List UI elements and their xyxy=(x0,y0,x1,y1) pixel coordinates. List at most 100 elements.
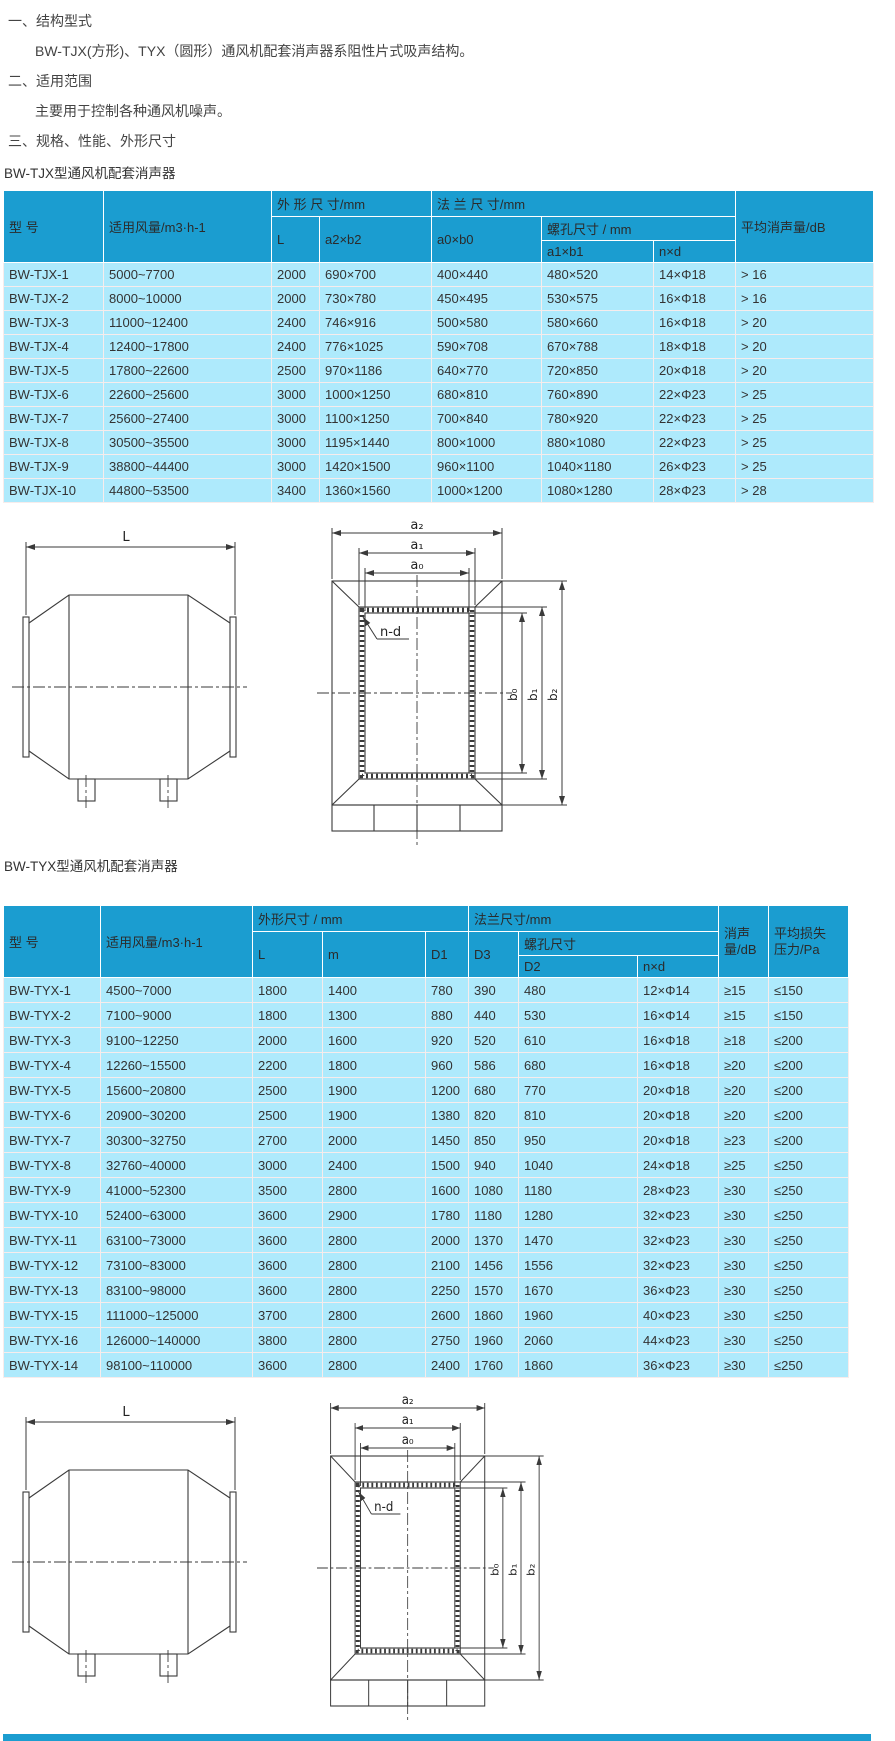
table-cell: 1800 xyxy=(322,1052,426,1078)
table-cell: 2500 xyxy=(271,358,320,383)
table-cell: 73100~83000 xyxy=(100,1252,253,1278)
table-cell: 440 xyxy=(468,1002,520,1028)
table-cell: BW-TYX-15 xyxy=(3,1302,101,1328)
table-cell: 32×Φ23 xyxy=(637,1202,720,1228)
table-cell: 3600 xyxy=(252,1227,323,1253)
table-cell: BW-TYX-11 xyxy=(3,1227,101,1253)
table-cell: 20×Φ18 xyxy=(637,1077,720,1103)
column-header-bolt: 螺孔尺寸 xyxy=(518,931,720,956)
table-row: BW-TJX-2 8000~10000 2000 730×780 450×495 530×… xyxy=(3,286,875,311)
table-cell: 2400 xyxy=(322,1152,426,1178)
table-cell: 16×Φ18 xyxy=(653,310,737,335)
table-cell: 41000~52300 xyxy=(100,1177,253,1203)
table-cell: ≥23 xyxy=(718,1127,770,1153)
table-cell: 2800 xyxy=(322,1227,426,1253)
table-cell: BW-TYX-10 xyxy=(3,1202,101,1228)
table-cell: BW-TJX-3 xyxy=(3,310,104,335)
table-cell: ≥30 xyxy=(718,1277,770,1303)
column-header-a0b0: a0×b0 xyxy=(431,216,543,263)
table-cell: 2750 xyxy=(424,1327,470,1353)
table-cell: 30300~32750 xyxy=(100,1127,253,1153)
table-cell: 3000 xyxy=(271,406,320,431)
silencer-front-view-diagram: a₂ a₁ a₀ n-d b₀ xyxy=(317,1394,544,1720)
table-cell: > 25 xyxy=(735,406,875,431)
table-row: BW-TYX-13 83100~98000 3600 2800 2250 1570 1670… xyxy=(3,1277,850,1303)
dim-label-a0: a₀ xyxy=(410,558,423,573)
table-row: BW-TYX-2 7100~9000 1800 1300 880 440 530 16×Φ14… xyxy=(3,1002,850,1028)
table-cell: 880×1080 xyxy=(541,430,655,455)
table-row: BW-TYX-6 20900~30200 2500 1900 1380 820 810 20×… xyxy=(3,1102,850,1128)
table-cell: BW-TYX-1 xyxy=(3,977,101,1003)
table-cell: 17800~22600 xyxy=(103,358,272,383)
column-header-outer: 外形尺寸 / mm xyxy=(251,905,470,932)
table-cell: 7100~9000 xyxy=(100,1002,253,1028)
column-header-flange: 法兰尺寸/mm xyxy=(468,905,720,932)
table-cell: 1800 xyxy=(252,1002,323,1028)
table-cell: 1100×1250 xyxy=(318,406,433,431)
table-cell: 800×1000 xyxy=(431,430,543,455)
table-cell: 2400 xyxy=(271,334,320,359)
dim-label-b1: b₁ xyxy=(526,688,540,701)
table-row: BW-TJX-5 17800~22600 2500 970×1186 640×770 72… xyxy=(3,358,875,383)
table-cell: 38800~44400 xyxy=(103,454,272,479)
column-header-pressure-loss: 平均损失 压力/Pa xyxy=(768,905,850,978)
table-cell: 3500 xyxy=(252,1177,323,1203)
table-cell: 2000 xyxy=(322,1127,426,1153)
table-cell: BW-TYX-8 xyxy=(3,1152,101,1178)
table-row: BW-TJX-4 12400~17800 2400 776×1025 590×708 67… xyxy=(3,334,875,359)
table-cell: 11000~12400 xyxy=(103,310,272,335)
table-cell: 44800~53500 xyxy=(103,478,272,503)
cut-off-table-header-strip xyxy=(3,1734,871,1741)
tyx-spec-table: 型 号 适用风量/m3·h-1 外形尺寸 / mm 法兰尺寸/mm 消声 量/d… xyxy=(3,905,850,1378)
table-row: BW-TJX-1 5000~7700 2000 690×700 400×440 480×5… xyxy=(3,262,875,287)
table-cell: 20900~30200 xyxy=(100,1102,253,1128)
table-cell: 2900 xyxy=(322,1202,426,1228)
table-cell: 776×1025 xyxy=(318,334,433,359)
column-header-flange: 法 兰 尺 寸/mm xyxy=(431,190,737,217)
table-cell: 2500 xyxy=(252,1077,323,1103)
dim-label-b2: b₂ xyxy=(524,1564,537,1576)
table-cell: 1860 xyxy=(468,1302,520,1328)
table-cell: ≤200 xyxy=(768,1027,850,1053)
table-cell: 1570 xyxy=(468,1277,520,1303)
silencer-side-view-diagram: L xyxy=(12,1405,247,1686)
table-cell: > 16 xyxy=(735,286,875,311)
table-cell: 960 xyxy=(424,1052,470,1078)
table-cell: ≥30 xyxy=(718,1252,770,1278)
table-cell: BW-TYX-6 xyxy=(3,1102,101,1128)
dim-label-a2: a₂ xyxy=(410,519,423,533)
table-cell: 22×Φ23 xyxy=(653,382,737,407)
table-cell: 1370 xyxy=(468,1227,520,1253)
table-row: BW-TYX-7 30300~32750 2700 2000 1450 850 950 20×… xyxy=(3,1127,850,1153)
table-cell: 2000 xyxy=(271,286,320,311)
table-cell: 520 xyxy=(468,1027,520,1053)
table-cell: 126000~140000 xyxy=(100,1327,253,1353)
table-cell: ≤250 xyxy=(768,1277,850,1303)
table-cell: ≤250 xyxy=(768,1152,850,1178)
table-cell: 3000 xyxy=(271,430,320,455)
table-cell: 3000 xyxy=(271,382,320,407)
table-row: BW-TYX-8 32760~40000 3000 2400 1500 940 1040 24… xyxy=(3,1152,850,1178)
table-cell: 3600 xyxy=(252,1277,323,1303)
table-cell: > 20 xyxy=(735,310,875,335)
table-cell: 2800 xyxy=(322,1352,426,1378)
table-cell: 98100~110000 xyxy=(100,1352,253,1378)
dim-label-a2: a₂ xyxy=(402,1394,414,1407)
table-cell: > 20 xyxy=(735,334,875,359)
table-cell: BW-TYX-7 xyxy=(3,1127,101,1153)
table-row: BW-TYX-5 15600~20800 2500 1900 1200 680 770 20×… xyxy=(3,1077,850,1103)
table-cell: 9100~12250 xyxy=(100,1027,253,1053)
table-cell: BW-TYX-13 xyxy=(3,1277,101,1303)
table-cell: ≥20 xyxy=(718,1077,770,1103)
table-cell: ≤200 xyxy=(768,1102,850,1128)
table-cell: 530 xyxy=(518,1002,639,1028)
table-cell: 16×Φ14 xyxy=(637,1002,720,1028)
table-cell: 2000 xyxy=(424,1227,470,1253)
table-cell: 2100 xyxy=(424,1252,470,1278)
table-cell: 2400 xyxy=(424,1352,470,1378)
column-header-D1: D1 xyxy=(424,931,470,978)
table-row: BW-TYX-10 52400~63000 3600 2900 1780 1180 1280… xyxy=(3,1202,850,1228)
tjx-spec-table: 型 号 适用风量/m3·h-1 外 形 尺 寸/mm 法 兰 尺 寸/mm 平均… xyxy=(3,190,875,503)
table-cell: 83100~98000 xyxy=(100,1277,253,1303)
table-cell: 2000 xyxy=(271,262,320,287)
